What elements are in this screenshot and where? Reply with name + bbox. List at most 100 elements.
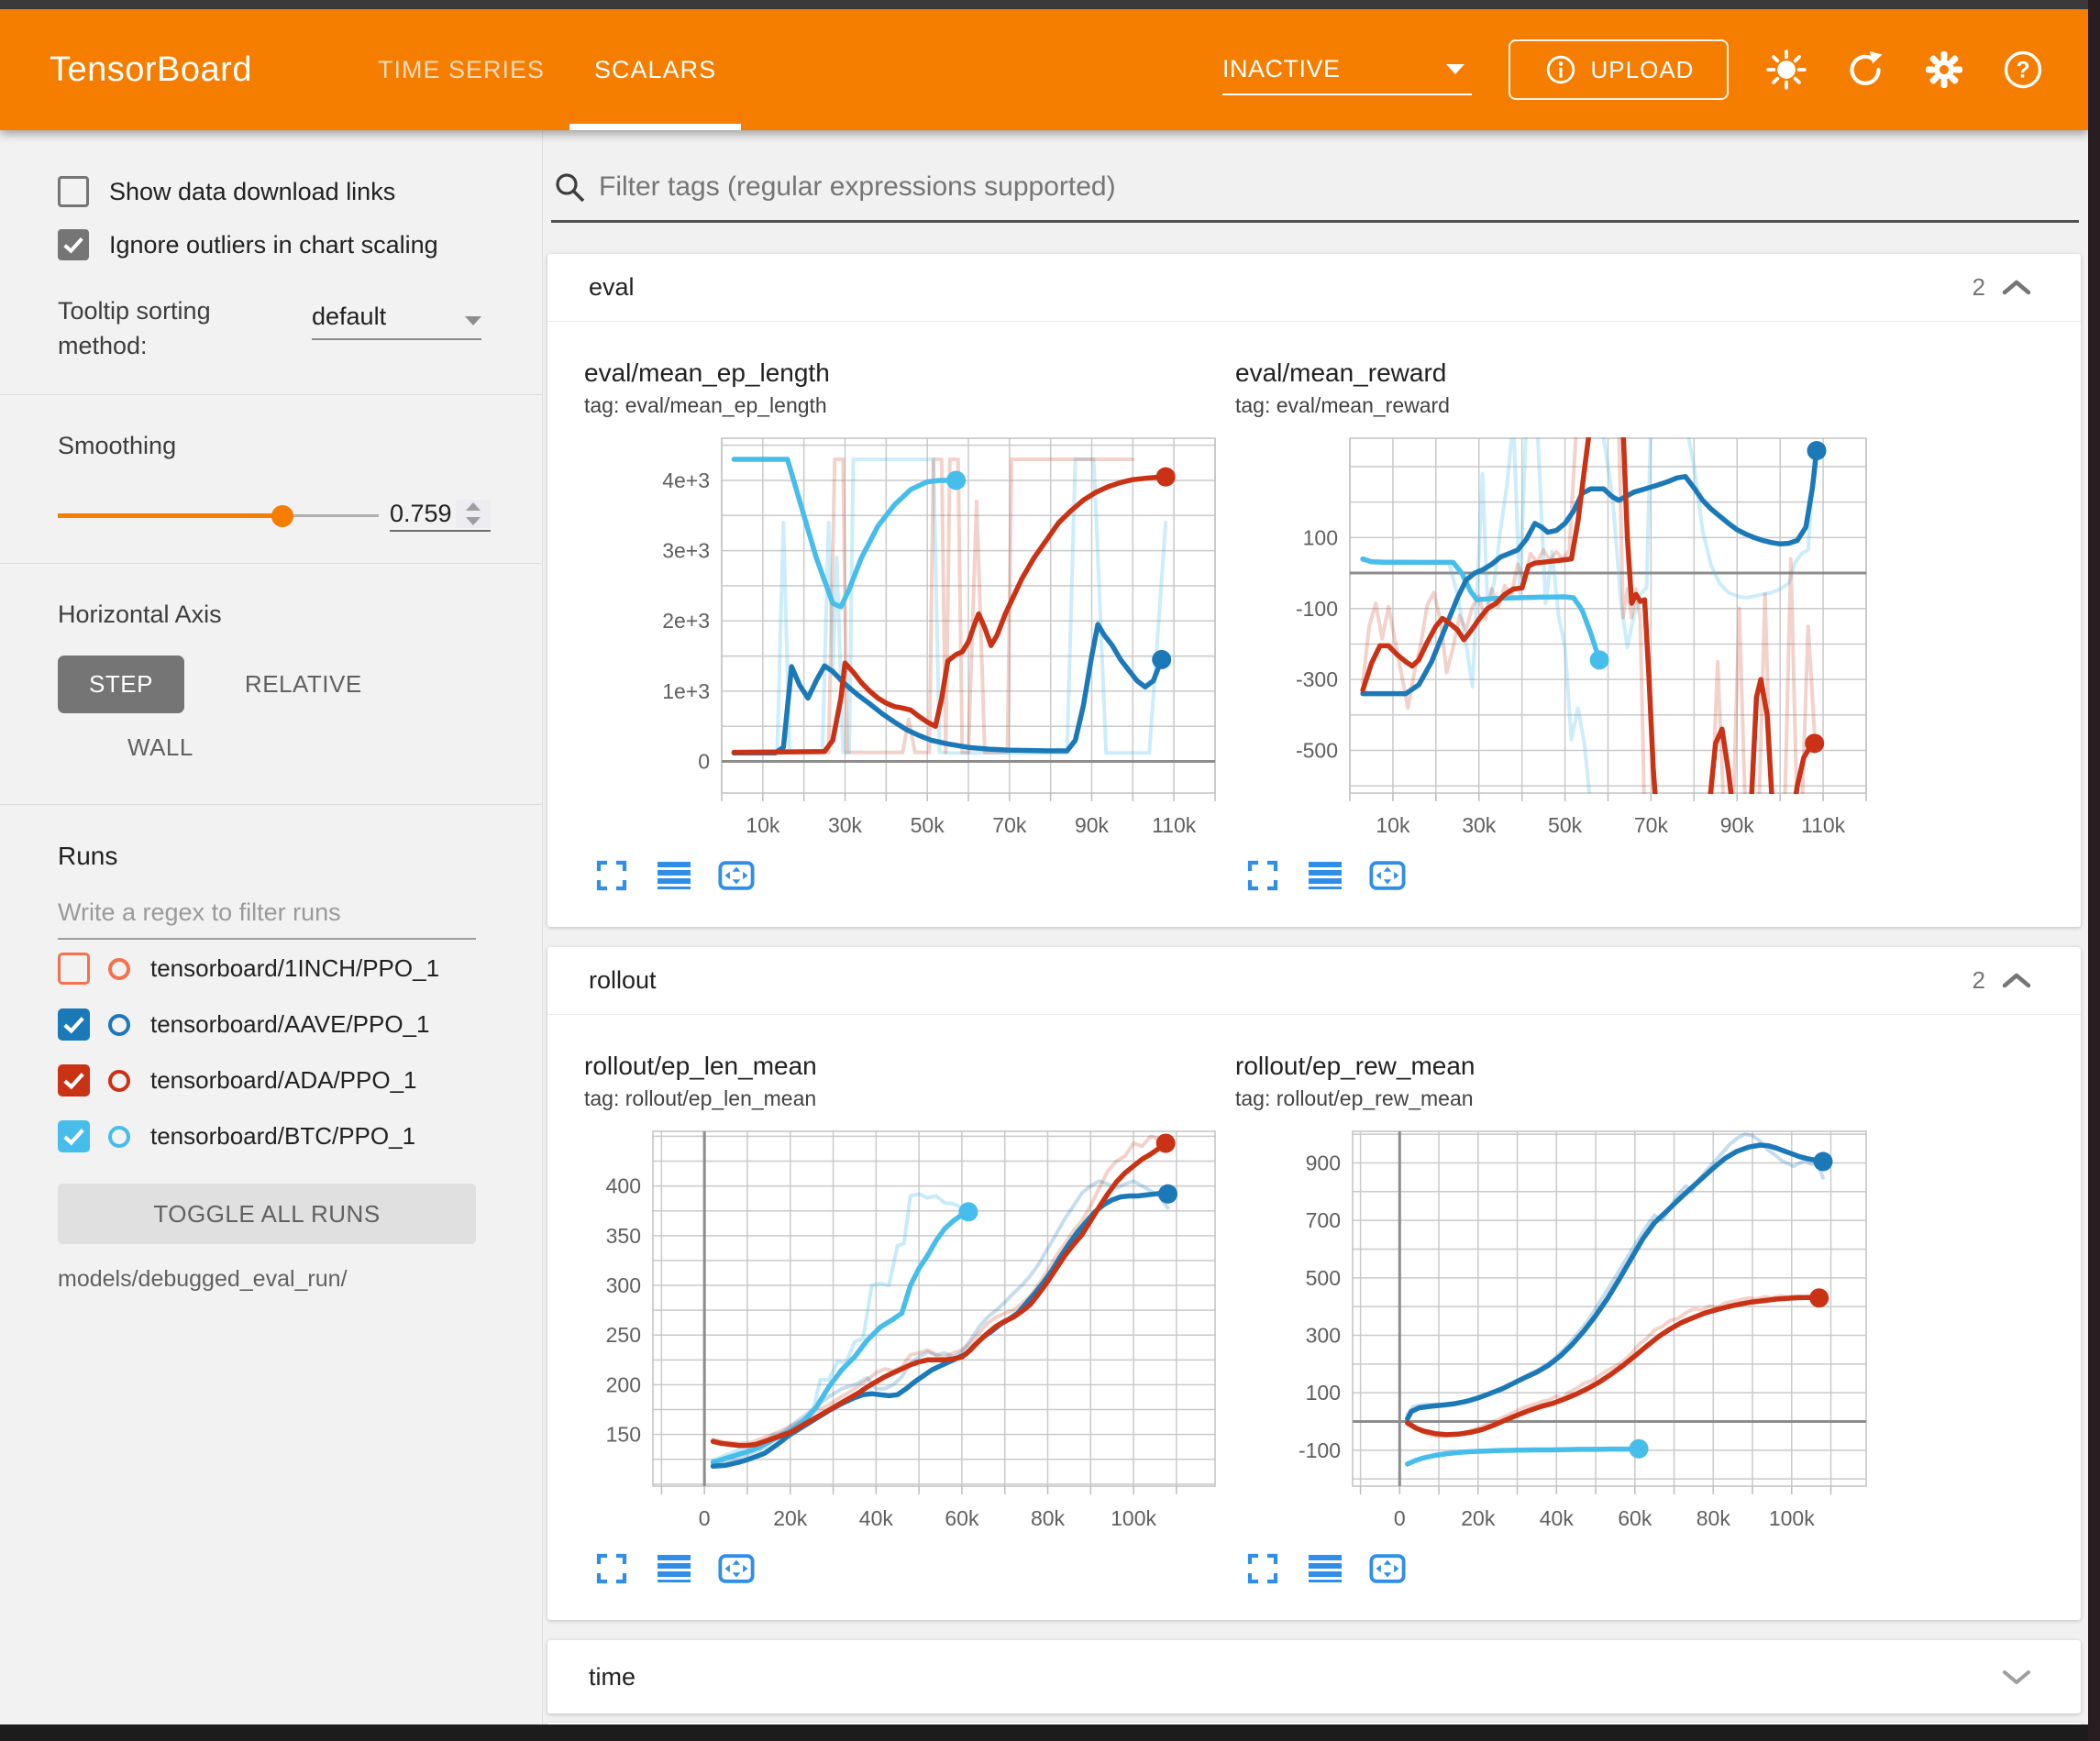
show-download-links-row: Show data download links xyxy=(58,171,542,213)
tooltip-sorting-value: default xyxy=(312,303,386,331)
settings-gear-icon xyxy=(1924,50,1964,90)
stepper-down-icon[interactable] xyxy=(466,517,481,525)
chart-rollout-ep-len-mean[interactable]: 020k40k60k80k100k150200250300350400 xyxy=(584,1124,1219,1537)
chart-rollout-ep-rew-mean[interactable]: 020k40k60k80k100k-100100300500700900 xyxy=(1235,1124,1870,1537)
fullscreen-button[interactable] xyxy=(1244,1550,1281,1587)
tooltip-sorting-label: Tooltip sorting method: xyxy=(58,293,292,363)
tooltip-sorting-dropdown[interactable]: default xyxy=(312,303,481,340)
chart-tag: tag: eval/mean_reward xyxy=(1235,393,1870,418)
window-scrollbar-edge[interactable] xyxy=(2088,0,2100,1741)
status-dropdown[interactable]: INACTIVE xyxy=(1222,44,1472,95)
app-title[interactable]: TensorBoard xyxy=(0,50,303,90)
main-content: eval 2 eval/mean_ep_length tag: eval/mea… xyxy=(543,130,2088,1724)
chevron-up-icon[interactable] xyxy=(2000,277,2033,299)
svg-text:3e+3: 3e+3 xyxy=(662,539,710,563)
run-checkbox[interactable] xyxy=(58,1008,90,1041)
section-count: 2 xyxy=(1973,273,1985,302)
runs-title: Runs xyxy=(58,842,542,871)
chevron-up-icon[interactable] xyxy=(2000,970,2033,992)
smoothing-value-box xyxy=(390,500,491,532)
data-table-button[interactable] xyxy=(1307,1550,1343,1587)
fullscreen-icon xyxy=(1247,1553,1278,1584)
fullscreen-button[interactable] xyxy=(593,1550,630,1587)
data-table-icon xyxy=(1309,862,1342,889)
svg-text:50k: 50k xyxy=(911,813,945,837)
svg-text:-300: -300 xyxy=(1296,667,1338,691)
svg-text:300: 300 xyxy=(1306,1323,1341,1347)
header-actions: INACTIVE UPLOAD xyxy=(1222,9,2044,130)
fullscreen-button[interactable] xyxy=(1244,857,1281,894)
run-checkbox[interactable] xyxy=(58,953,90,985)
window-top-edge xyxy=(0,0,2100,9)
svg-text:0: 0 xyxy=(1394,1506,1406,1530)
tab-scalars[interactable]: SCALARS xyxy=(569,9,741,130)
svg-text:350: 350 xyxy=(606,1224,641,1248)
brightness-toggle-button[interactable] xyxy=(1765,49,1807,91)
section-card-rollout: rollout 2 rollout/ep_len_mean tag: rollo… xyxy=(547,947,2081,1620)
chart-toolbar xyxy=(1235,857,1870,894)
fit-to-data-icon xyxy=(1369,1553,1406,1584)
smoothing-slider[interactable] xyxy=(58,504,379,528)
svg-text:0: 0 xyxy=(699,1506,711,1530)
run-checkbox[interactable] xyxy=(58,1120,90,1152)
svg-text:40k: 40k xyxy=(859,1506,894,1530)
chart-block-rollout-ep-rew-mean: rollout/ep_rew_mean tag: rollout/ep_rew_… xyxy=(1235,1052,1870,1587)
sidebar-divider xyxy=(0,804,542,805)
runs-filter-input[interactable] xyxy=(58,893,476,940)
run-row-1inch: tensorboard/1INCH/PPO_1 xyxy=(58,942,542,996)
svg-text:30k: 30k xyxy=(1462,813,1497,837)
fit-to-data-button[interactable] xyxy=(718,1550,755,1587)
smoothing-value-input[interactable] xyxy=(390,500,456,528)
toggle-all-runs-button[interactable]: TOGGLE ALL RUNS xyxy=(58,1184,476,1244)
data-table-icon xyxy=(658,1555,691,1582)
run-checkbox[interactable] xyxy=(58,1064,90,1096)
show-download-links-checkbox[interactable] xyxy=(58,176,89,207)
chart-block-rollout-ep-len-mean: rollout/ep_len_mean tag: rollout/ep_len_… xyxy=(584,1052,1219,1587)
refresh-button[interactable] xyxy=(1844,49,1886,91)
chart-block-eval-mean-reward: eval/mean_reward tag: eval/mean_reward 1… xyxy=(1235,358,1870,894)
fullscreen-button[interactable] xyxy=(593,857,630,894)
filter-tags-field xyxy=(551,171,2079,223)
smoothing-stepper[interactable] xyxy=(456,500,491,528)
fit-to-data-button[interactable] xyxy=(1369,857,1406,894)
slider-thumb[interactable] xyxy=(271,505,293,527)
chart-title: rollout/ep_len_mean xyxy=(584,1052,1219,1081)
run-color-swatch xyxy=(108,1126,130,1148)
chevron-down-icon[interactable] xyxy=(2000,1666,2033,1688)
stepper-up-icon[interactable] xyxy=(466,502,481,511)
ignore-outliers-checkbox[interactable] xyxy=(58,229,89,260)
svg-text:80k: 80k xyxy=(1031,1506,1066,1530)
info-icon xyxy=(1543,52,1578,87)
run-color-swatch xyxy=(108,1070,130,1092)
axis-option-relative[interactable]: RELATIVE xyxy=(214,656,393,713)
section-header-eval[interactable]: eval 2 xyxy=(547,254,2081,322)
fullscreen-icon xyxy=(596,860,627,891)
fit-to-data-button[interactable] xyxy=(718,857,755,894)
chart-title: rollout/ep_rew_mean xyxy=(1235,1052,1870,1081)
settings-button[interactable] xyxy=(1923,49,1965,91)
svg-text:60k: 60k xyxy=(945,1506,979,1530)
chart-tag: tag: rollout/ep_rew_mean xyxy=(1235,1086,1870,1111)
svg-text:90k: 90k xyxy=(1075,813,1110,837)
svg-text:10k: 10k xyxy=(746,813,780,837)
svg-text:70k: 70k xyxy=(1634,813,1669,837)
svg-text:-100: -100 xyxy=(1296,597,1338,621)
axis-option-step[interactable]: STEP xyxy=(58,656,184,713)
chart-eval-mean-reward[interactable]: 10k30k50k70k90k110k100-100-300-500 xyxy=(1235,431,1870,843)
settings-sidebar: Show data download links Ignore outliers… xyxy=(0,130,543,1724)
chevron-down-icon xyxy=(1446,64,1464,74)
fit-to-data-button[interactable] xyxy=(1369,1550,1406,1587)
svg-text:200: 200 xyxy=(606,1372,641,1396)
upload-button[interactable]: UPLOAD xyxy=(1509,39,1729,100)
tab-time-series[interactable]: TIME SERIES xyxy=(353,9,569,130)
data-table-button[interactable] xyxy=(656,1550,692,1587)
data-table-button[interactable] xyxy=(1307,857,1343,894)
help-button[interactable]: ? xyxy=(2002,49,2044,91)
filter-tags-input[interactable] xyxy=(599,171,2079,203)
axis-option-wall[interactable]: WALL xyxy=(96,719,225,777)
section-header-rollout[interactable]: rollout 2 xyxy=(547,947,2081,1015)
data-table-button[interactable] xyxy=(656,857,692,894)
section-header-time[interactable]: time xyxy=(547,1640,2081,1713)
chart-eval-mean-ep-length[interactable]: 10k30k50k70k90k110k01e+32e+33e+34e+3 xyxy=(584,431,1219,843)
run-row-ada: tensorboard/ADA/PPO_1 xyxy=(58,1053,542,1107)
